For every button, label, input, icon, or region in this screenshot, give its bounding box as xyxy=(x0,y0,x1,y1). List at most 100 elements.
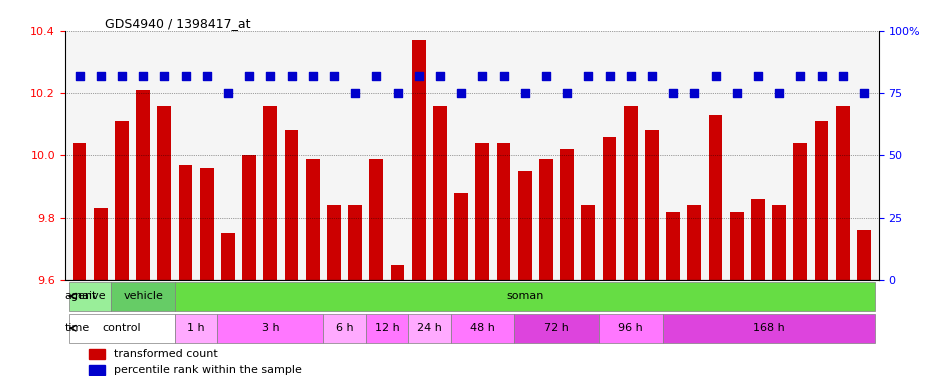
Text: 168 h: 168 h xyxy=(753,323,784,333)
Text: 12 h: 12 h xyxy=(375,323,400,333)
Point xyxy=(390,90,405,96)
Bar xyxy=(561,149,574,280)
Point xyxy=(623,73,638,79)
Bar xyxy=(157,106,171,280)
Bar xyxy=(73,143,86,280)
Bar xyxy=(179,165,192,280)
Text: agent: agent xyxy=(65,291,97,301)
Bar xyxy=(603,137,616,280)
Point xyxy=(602,73,617,79)
Point xyxy=(263,73,278,79)
Bar xyxy=(94,209,107,280)
Bar xyxy=(815,121,829,280)
Bar xyxy=(836,106,849,280)
Point xyxy=(771,90,786,96)
Bar xyxy=(751,199,765,280)
Bar xyxy=(200,168,214,280)
FancyBboxPatch shape xyxy=(365,314,408,343)
Point xyxy=(412,73,426,79)
Bar xyxy=(582,205,595,280)
Bar xyxy=(136,90,150,280)
Bar xyxy=(730,212,744,280)
Text: transformed count: transformed count xyxy=(114,349,217,359)
Bar xyxy=(369,159,383,280)
FancyBboxPatch shape xyxy=(175,314,217,343)
Bar xyxy=(285,131,299,280)
Bar xyxy=(264,106,278,280)
Point xyxy=(327,73,341,79)
Point xyxy=(496,73,511,79)
Point xyxy=(857,90,871,96)
FancyBboxPatch shape xyxy=(514,314,598,343)
Bar xyxy=(645,131,659,280)
Bar xyxy=(327,205,340,280)
Point xyxy=(200,73,215,79)
Bar xyxy=(390,265,404,280)
FancyBboxPatch shape xyxy=(408,314,450,343)
Point xyxy=(93,73,108,79)
Point xyxy=(687,90,702,96)
Bar xyxy=(475,143,489,280)
Text: 6 h: 6 h xyxy=(336,323,353,333)
Text: 72 h: 72 h xyxy=(544,323,569,333)
Text: 3 h: 3 h xyxy=(262,323,279,333)
Point xyxy=(560,90,574,96)
Point xyxy=(220,90,235,96)
Bar xyxy=(89,365,105,375)
Bar xyxy=(794,143,808,280)
FancyBboxPatch shape xyxy=(598,314,662,343)
FancyBboxPatch shape xyxy=(450,314,514,343)
FancyBboxPatch shape xyxy=(69,314,175,343)
Text: 96 h: 96 h xyxy=(618,323,643,333)
Point xyxy=(581,73,596,79)
Point xyxy=(305,73,320,79)
Text: vehicle: vehicle xyxy=(123,291,163,301)
Point xyxy=(284,73,299,79)
Point xyxy=(348,90,363,96)
Point xyxy=(454,90,469,96)
Point xyxy=(645,73,660,79)
Bar xyxy=(221,233,235,280)
Bar xyxy=(497,143,511,280)
Point xyxy=(729,90,744,96)
Point xyxy=(136,73,151,79)
Bar xyxy=(709,115,722,280)
Point xyxy=(369,73,384,79)
FancyBboxPatch shape xyxy=(69,282,111,311)
Point xyxy=(666,90,681,96)
Bar xyxy=(454,193,468,280)
FancyBboxPatch shape xyxy=(324,314,365,343)
Text: GDS4940 / 1398417_at: GDS4940 / 1398417_at xyxy=(105,17,251,30)
Bar xyxy=(412,40,426,280)
Point xyxy=(179,73,193,79)
Point xyxy=(517,90,532,96)
Point xyxy=(538,73,553,79)
Point xyxy=(475,73,489,79)
FancyBboxPatch shape xyxy=(662,314,874,343)
Point xyxy=(835,73,850,79)
Bar xyxy=(539,159,553,280)
Point xyxy=(814,73,829,79)
Text: control: control xyxy=(103,323,142,333)
Bar xyxy=(623,106,637,280)
Bar xyxy=(349,205,362,280)
FancyBboxPatch shape xyxy=(175,282,874,311)
Point xyxy=(793,73,808,79)
Bar xyxy=(857,230,870,280)
Bar xyxy=(433,106,447,280)
Text: 48 h: 48 h xyxy=(470,323,495,333)
Text: naive: naive xyxy=(75,291,105,301)
Text: percentile rank within the sample: percentile rank within the sample xyxy=(114,365,302,375)
Point xyxy=(750,73,765,79)
Bar xyxy=(772,205,786,280)
Point xyxy=(241,73,256,79)
Text: soman: soman xyxy=(506,291,543,301)
Point xyxy=(709,73,723,79)
FancyBboxPatch shape xyxy=(111,282,175,311)
Bar xyxy=(687,205,701,280)
FancyBboxPatch shape xyxy=(217,314,324,343)
Bar xyxy=(89,349,105,359)
Point xyxy=(433,73,448,79)
Bar xyxy=(518,171,532,280)
Point xyxy=(115,73,130,79)
